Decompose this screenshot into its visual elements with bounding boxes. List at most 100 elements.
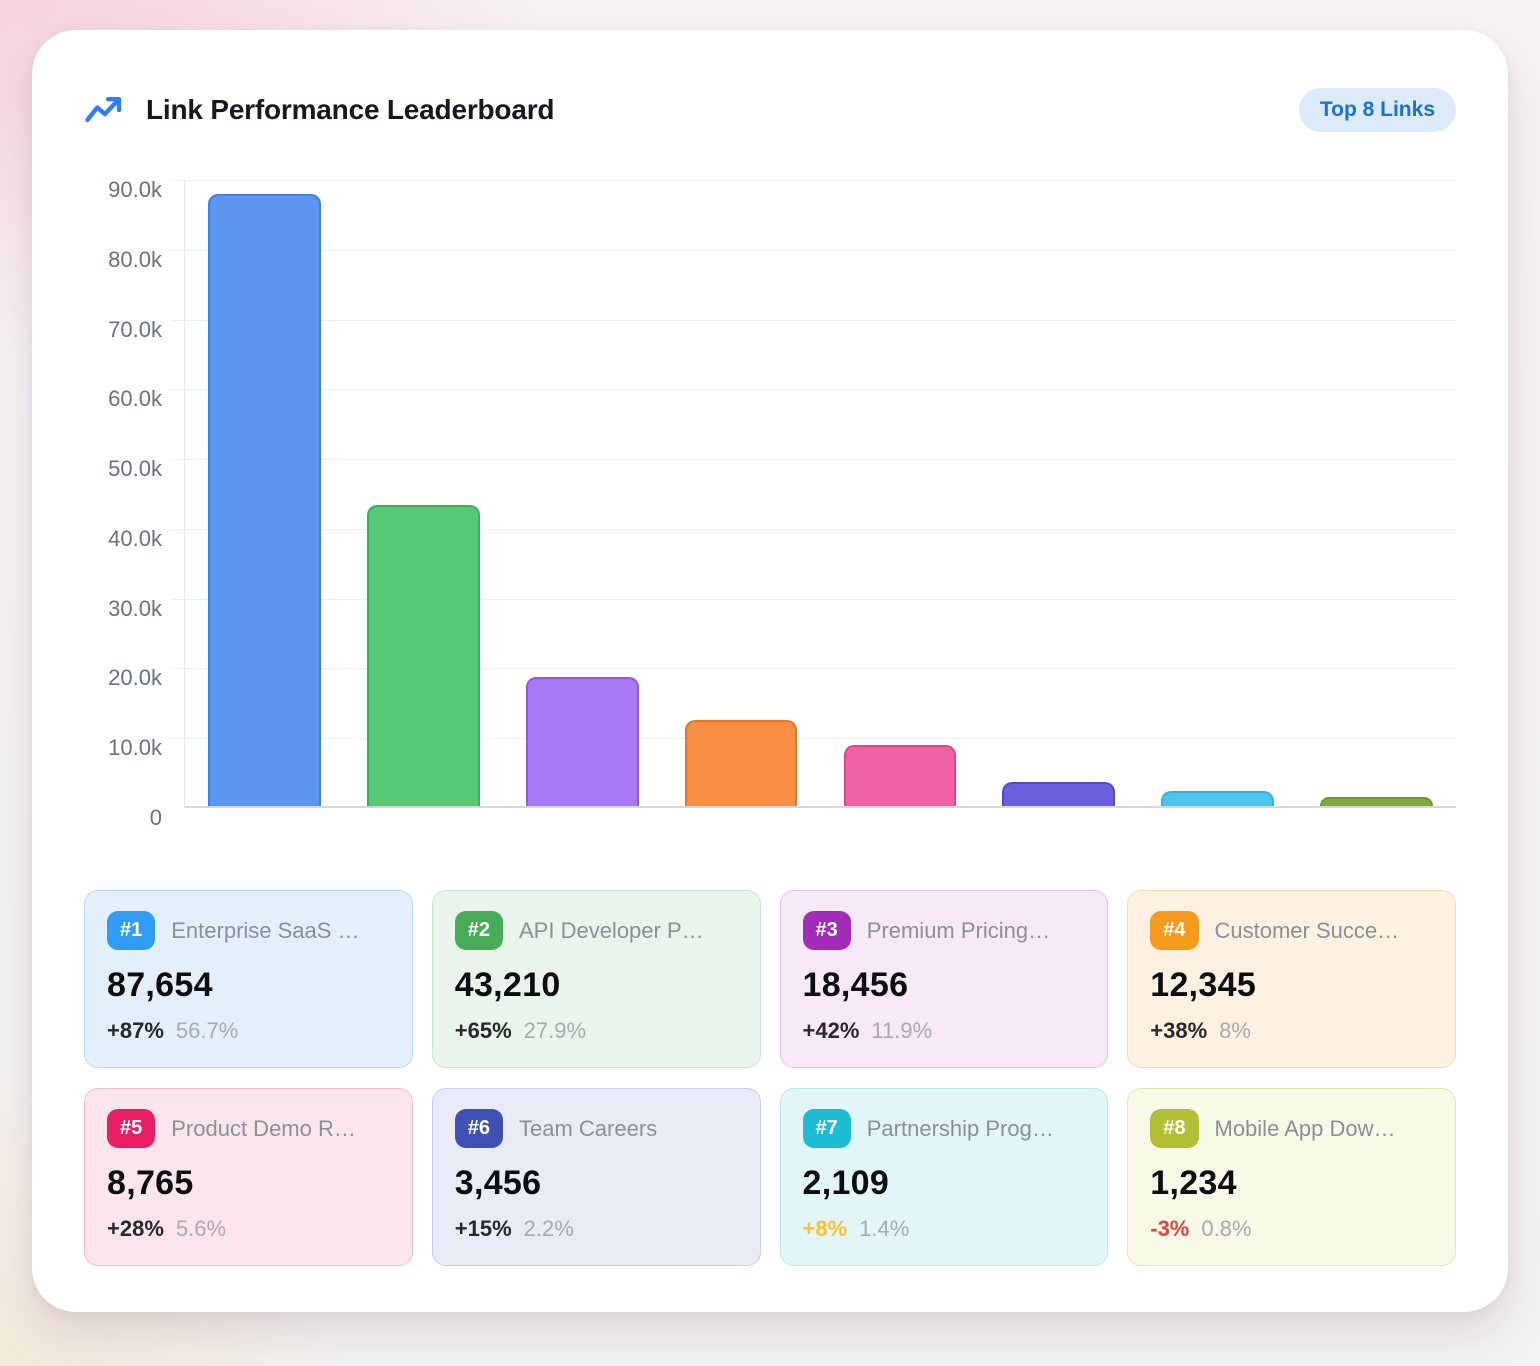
y-axis-tick-label: 0 bbox=[149, 805, 162, 830]
share-percent: 8% bbox=[1219, 1018, 1251, 1043]
bar-2[interactable] bbox=[366, 504, 480, 806]
rank-badge: #2 bbox=[454, 911, 503, 950]
click-count: 18,456 bbox=[802, 966, 909, 1004]
bar-slot bbox=[344, 180, 503, 806]
share-percent: 1.4% bbox=[859, 1216, 910, 1241]
click-count: 2,109 bbox=[802, 1164, 890, 1202]
gridline bbox=[171, 668, 1456, 670]
card-header: #2 API Developer P… bbox=[454, 911, 738, 950]
delta-percent: +87% bbox=[107, 1018, 164, 1043]
bar-1[interactable] bbox=[208, 194, 321, 806]
link-card-7[interactable]: #7 Partnership Prog… 2,109 +8% 1.4% bbox=[779, 1088, 1109, 1266]
y-axis-tick-label: 50.0k bbox=[108, 456, 162, 482]
link-title: Product Demo R… bbox=[171, 1115, 356, 1141]
panel-header: Link Performance Leaderboard Top 8 Links bbox=[84, 86, 1456, 134]
rank-badge: #1 bbox=[107, 911, 156, 950]
y-axis-tick-label: 80.0k bbox=[108, 246, 162, 272]
rank-badge: #7 bbox=[802, 1109, 851, 1148]
leaderboard-panel: Link Performance Leaderboard Top 8 Links… bbox=[32, 30, 1508, 1312]
bar-6[interactable] bbox=[1002, 781, 1116, 806]
delta-percent: -3% bbox=[1150, 1216, 1190, 1241]
bar-chart: 90.0k 80.0k 70.0k 60.0k 50.0k 40.0k 30.0k 20.0k… bbox=[84, 177, 1456, 830]
card-meta: +38% 8% bbox=[1150, 1018, 1433, 1044]
delta-percent: +42% bbox=[802, 1018, 860, 1043]
y-axis-tick-label: 30.0k bbox=[108, 595, 162, 621]
card-header: #5 Product Demo R… bbox=[107, 1109, 390, 1148]
share-percent: 11.9% bbox=[871, 1018, 933, 1043]
card-meta: +87% 56.7% bbox=[107, 1018, 390, 1044]
gridline bbox=[171, 738, 1456, 740]
gridline bbox=[171, 389, 1456, 391]
link-title: Premium Pricing… bbox=[866, 917, 1051, 943]
bar-slot bbox=[821, 180, 980, 806]
card-header: #8 Mobile App Dow… bbox=[1150, 1109, 1433, 1148]
link-title: Customer Succe… bbox=[1214, 917, 1400, 943]
gridline bbox=[171, 528, 1456, 530]
link-card-8[interactable]: #8 Mobile App Dow… 1,234 -3% 0.8% bbox=[1127, 1088, 1456, 1266]
card-header: #1 Enterprise SaaS … bbox=[107, 911, 390, 950]
bar-8[interactable] bbox=[1320, 797, 1433, 806]
link-card-3[interactable]: #3 Premium Pricing… 18,456 +42% 11.9% bbox=[779, 890, 1109, 1068]
card-header: #3 Premium Pricing… bbox=[802, 911, 1086, 950]
page-title: Link Performance Leaderboard bbox=[146, 94, 555, 125]
link-title: API Developer P… bbox=[519, 917, 704, 943]
share-percent: 2.2% bbox=[523, 1216, 574, 1241]
card-header: #6 Team Careers bbox=[454, 1109, 738, 1148]
y-axis-tick-label: 60.0k bbox=[108, 386, 162, 412]
card-meta: -3% 0.8% bbox=[1150, 1216, 1433, 1242]
bars-layer bbox=[185, 180, 1456, 806]
card-meta: +42% 11.9% bbox=[803, 1018, 1086, 1044]
bar-slot bbox=[503, 180, 662, 806]
link-title: Mobile App Dow… bbox=[1214, 1115, 1396, 1141]
link-title: Partnership Prog… bbox=[866, 1115, 1054, 1141]
card-meta: +65% 27.9% bbox=[455, 1018, 738, 1044]
link-card-5[interactable]: #5 Product Demo R… 8,765 +28% 5.6% bbox=[84, 1088, 413, 1266]
share-percent: 0.8% bbox=[1201, 1216, 1252, 1241]
click-count: 87,654 bbox=[107, 966, 213, 1004]
share-percent: 56.7% bbox=[175, 1018, 239, 1043]
card-header: #7 Partnership Prog… bbox=[802, 1109, 1086, 1148]
bar-5[interactable] bbox=[843, 744, 957, 806]
gridline bbox=[171, 319, 1456, 321]
card-meta: +28% 5.6% bbox=[107, 1216, 390, 1242]
plot-area bbox=[171, 180, 1456, 808]
click-count: 1,234 bbox=[1150, 1164, 1237, 1202]
delta-percent: +28% bbox=[107, 1216, 164, 1241]
link-title: Team Careers bbox=[519, 1115, 658, 1141]
gridline bbox=[171, 459, 1456, 461]
rank-badge: #5 bbox=[107, 1109, 156, 1148]
share-percent: 27.9% bbox=[523, 1018, 587, 1043]
bar-4[interactable] bbox=[684, 719, 798, 806]
cards-grid: #1 Enterprise SaaS … 87,654 +87% 56.7% #… bbox=[84, 890, 1456, 1266]
link-card-4[interactable]: #4 Customer Succe… 12,345 +38% 8% bbox=[1127, 890, 1456, 1068]
link-card-2[interactable]: #2 API Developer P… 43,210 +65% 27.9% bbox=[431, 890, 761, 1068]
rank-badge: #6 bbox=[454, 1109, 503, 1148]
trending-up-icon bbox=[85, 96, 122, 123]
click-count: 3,456 bbox=[454, 1164, 542, 1202]
bar-7[interactable] bbox=[1161, 791, 1275, 806]
y-axis-tick-label: 90.0k bbox=[108, 177, 162, 202]
click-count: 8,765 bbox=[107, 1164, 194, 1202]
delta-percent: +8% bbox=[802, 1216, 848, 1241]
delta-percent: +65% bbox=[454, 1018, 512, 1043]
y-axis-tick-label: 10.0k bbox=[108, 735, 162, 761]
bar-3[interactable] bbox=[525, 677, 639, 806]
rank-badge: #4 bbox=[1150, 911, 1199, 950]
card-meta: +8% 1.4% bbox=[803, 1216, 1086, 1242]
y-axis-tick-label: 40.0k bbox=[108, 525, 162, 551]
top-links-badge: Top 8 Links bbox=[1298, 88, 1456, 132]
card-header: #4 Customer Succe… bbox=[1150, 911, 1433, 950]
link-card-6[interactable]: #6 Team Careers 3,456 +15% 2.2% bbox=[431, 1088, 761, 1266]
rank-badge: #3 bbox=[802, 911, 851, 950]
click-count: 43,210 bbox=[454, 966, 561, 1004]
card-meta: +15% 2.2% bbox=[455, 1216, 738, 1242]
gridline bbox=[171, 598, 1456, 600]
gridline bbox=[171, 180, 1456, 181]
y-axis-tick-label: 70.0k bbox=[108, 316, 162, 342]
gridline bbox=[171, 249, 1456, 251]
delta-percent: +15% bbox=[454, 1216, 512, 1241]
bar-slot bbox=[1138, 180, 1297, 806]
share-percent: 5.6% bbox=[175, 1216, 227, 1241]
bar-slot bbox=[662, 180, 821, 806]
link-card-1[interactable]: #1 Enterprise SaaS … 87,654 +87% 56.7% bbox=[84, 890, 413, 1068]
